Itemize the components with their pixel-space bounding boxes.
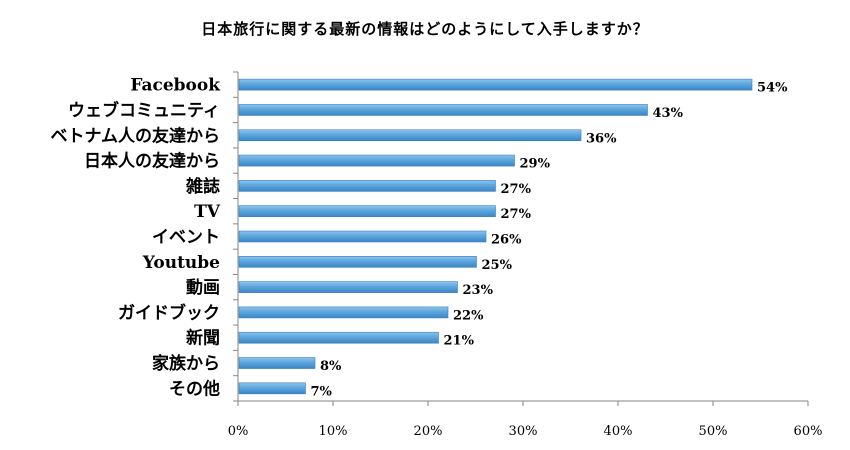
category-label: Youtube — [142, 253, 220, 273]
bar — [238, 129, 582, 142]
category-label: ウェブコミュニティ — [68, 100, 220, 121]
bar — [238, 78, 753, 91]
x-tick-label: 50% — [699, 424, 728, 439]
value-label: 36% — [586, 131, 617, 146]
category-label: イベント — [152, 228, 220, 248]
x-tick-label: 0% — [228, 424, 249, 439]
bar — [238, 104, 648, 116]
x-tick-label: 30% — [509, 424, 538, 439]
bar — [238, 205, 496, 217]
category-label: Facebook — [130, 76, 221, 96]
value-label: 27% — [501, 182, 532, 197]
category-label: ガイドブック — [118, 302, 220, 323]
value-label: 27% — [501, 207, 532, 222]
bar — [238, 281, 458, 293]
bar — [238, 154, 515, 167]
value-label: 29% — [520, 157, 551, 172]
x-tick-label: 10% — [319, 424, 348, 439]
bar — [238, 306, 449, 319]
category-label: 家族から — [152, 353, 220, 374]
value-label: 54% — [757, 81, 788, 96]
bar — [238, 230, 487, 243]
category-label: ベトナム人の友達から — [51, 125, 221, 146]
value-label: 26% — [491, 233, 522, 248]
category-label: 新聞 — [186, 328, 220, 349]
bar — [238, 180, 496, 192]
x-tick-label: 60% — [794, 424, 823, 439]
bar — [238, 331, 439, 344]
x-tick-label: 20% — [414, 424, 443, 439]
category-label: 日本人の友達から — [84, 151, 220, 172]
category-label: 雑誌 — [185, 176, 220, 197]
bar — [238, 256, 477, 268]
value-label: 23% — [463, 283, 494, 298]
value-label: 25% — [482, 258, 513, 273]
x-tick-label: 40% — [604, 424, 633, 439]
bar — [238, 382, 306, 395]
value-label: 21% — [444, 334, 475, 349]
bar — [238, 357, 316, 369]
category-label: 動画 — [186, 277, 220, 298]
value-label: 7% — [311, 384, 333, 399]
chart-title: 日本旅行に関する最新の情報はどのようにして入手しますか？ — [201, 20, 649, 38]
value-label: 43% — [653, 106, 684, 121]
value-label: 22% — [453, 308, 484, 323]
category-label: その他 — [169, 378, 220, 399]
category-label: TV — [194, 202, 221, 222]
value-label: 8% — [320, 359, 342, 374]
